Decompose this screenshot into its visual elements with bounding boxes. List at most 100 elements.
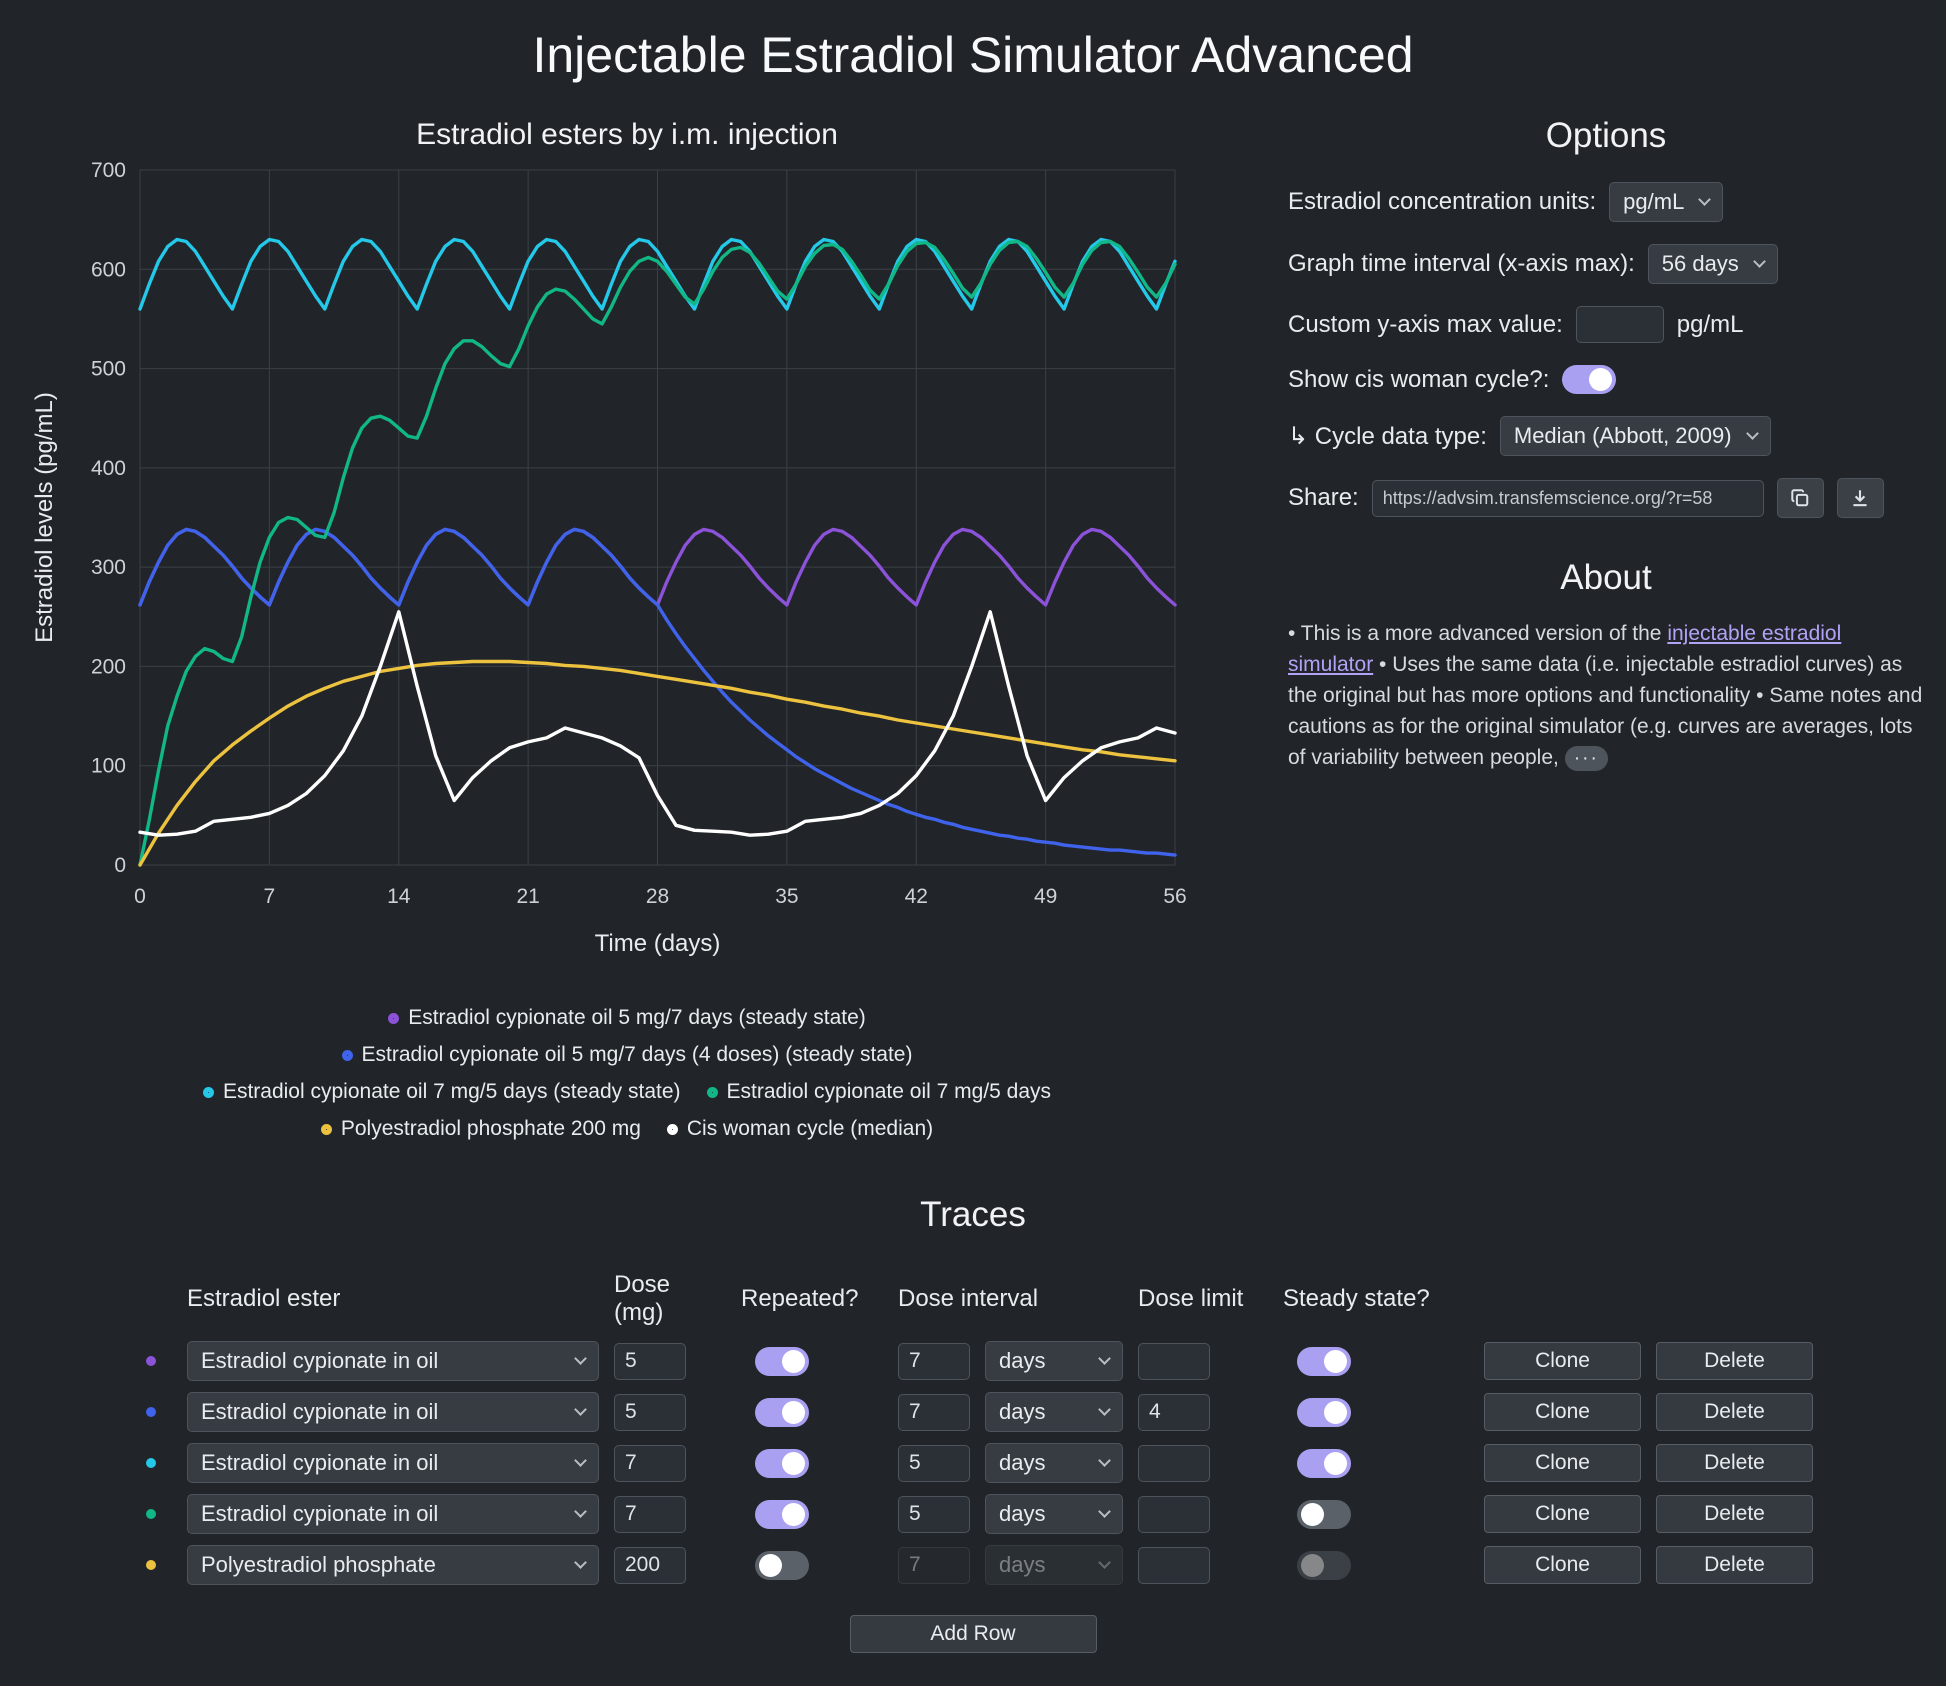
clone-button[interactable]: Clone [1484, 1393, 1641, 1431]
delete-button[interactable]: Delete [1656, 1495, 1813, 1533]
ester-select[interactable]: Estradiol cypionate in oil [187, 1341, 599, 1381]
legend-label: Estradiol cypionate oil 5 mg/7 days (ste… [408, 1006, 866, 1029]
show-cycle-toggle[interactable] [1562, 365, 1617, 394]
interval-unit-select[interactable]: days [985, 1545, 1123, 1585]
about-expand-button[interactable]: ··· [1564, 746, 1608, 772]
dose-interval-input[interactable] [898, 1495, 970, 1533]
add-row-button[interactable]: Add Row [849, 1615, 1097, 1653]
ymax-label: Custom y-axis max value: [1288, 310, 1563, 338]
option-row-cycle-type: ↳ Cycle data type: Median (Abbott, 2009) [1288, 416, 1924, 456]
ymax-input[interactable] [1575, 306, 1664, 343]
steady-state-toggle[interactable] [1297, 1346, 1351, 1376]
interval-unit-select[interactable]: days [985, 1494, 1123, 1534]
dose-limit-input[interactable] [1138, 1393, 1210, 1431]
header-repeated: Repeated? [741, 1285, 859, 1312]
legend-item[interactable]: Estradiol cypionate oil 5 mg/7 days (4 d… [341, 1043, 913, 1067]
interval-unit-value: days [999, 1552, 1046, 1577]
repeated-toggle[interactable] [755, 1550, 809, 1580]
svg-text:100: 100 [91, 755, 126, 778]
traces-rows: Estradiol cypionate in oil days Clone Delet… [130, 1341, 1946, 1585]
legend-marker [202, 1086, 214, 1098]
chevron-down-icon [1098, 1454, 1111, 1467]
time-interval-select[interactable]: 56 days [1647, 244, 1778, 284]
header-dose: Dose (mg) [614, 1271, 671, 1326]
ester-select-value: Polyestradiol phosphate [201, 1552, 436, 1577]
delete-button[interactable]: Delete [1656, 1342, 1813, 1380]
cycle-type-select[interactable]: Median (Abbott, 2009) [1499, 416, 1771, 456]
clone-button[interactable]: Clone [1484, 1495, 1641, 1533]
legend-item[interactable]: Estradiol cypionate oil 7 mg/5 days [706, 1080, 1051, 1104]
units-select[interactable]: pg/mL [1609, 182, 1724, 222]
option-row-ymax: Custom y-axis max value: pg/mL [1288, 306, 1924, 343]
ester-select[interactable]: Estradiol cypionate in oil [187, 1494, 599, 1534]
simulator-link[interactable]: injectable estradiol simulator [1288, 622, 1842, 677]
clone-button[interactable]: Clone [1484, 1444, 1641, 1482]
steady-state-toggle[interactable] [1297, 1550, 1351, 1580]
interval-unit-value: days [999, 1348, 1046, 1373]
traces-table: Estradiol ester Dose (mg) Repeated? Dose… [130, 1271, 1946, 1585]
svg-text:Time (days): Time (days) [595, 930, 721, 957]
interval-unit-select[interactable]: days [985, 1443, 1123, 1483]
delete-button[interactable]: Delete [1656, 1444, 1813, 1482]
dose-input[interactable] [614, 1444, 686, 1482]
steady-state-toggle[interactable] [1297, 1397, 1351, 1427]
toggle-knob [1324, 1451, 1347, 1475]
dose-limit-input[interactable] [1138, 1342, 1210, 1380]
dose-input[interactable] [614, 1342, 686, 1380]
legend-marker [388, 1012, 400, 1024]
legend-item[interactable]: Polyestradiol phosphate 200 mg [320, 1117, 641, 1141]
chart-title: Estradiol esters by i.m. injection [416, 118, 838, 151]
dose-interval-input[interactable] [898, 1546, 970, 1584]
main-content: Estradiol esters by i.m. injection 0 7 14 2… [0, 84, 1946, 1141]
ester-select-value: Estradiol cypionate in oil [201, 1450, 439, 1475]
dose-interval-input[interactable] [898, 1342, 970, 1380]
interval-unit-select[interactable]: days [985, 1341, 1123, 1381]
options-panel: Options Estradiol concentration units: p… [1232, 110, 1936, 773]
chevron-down-icon [1745, 427, 1759, 440]
svg-text:600: 600 [91, 258, 126, 281]
chevron-down-icon [574, 1352, 587, 1365]
ester-select[interactable]: Estradiol cypionate in oil [187, 1392, 599, 1432]
trace-row: Polyestradiol phosphate days Clone Delete [130, 1545, 1946, 1585]
toggle-knob [1301, 1553, 1324, 1577]
dose-limit-input[interactable] [1138, 1495, 1210, 1533]
ester-select-value: Estradiol cypionate in oil [201, 1501, 439, 1526]
delete-button[interactable]: Delete [1656, 1546, 1813, 1584]
steady-state-toggle[interactable] [1297, 1499, 1351, 1529]
dose-limit-input[interactable] [1138, 1546, 1210, 1584]
legend-item[interactable]: Estradiol cypionate oil 7 mg/5 days (ste… [202, 1080, 681, 1104]
copy-share-url-button[interactable] [1776, 478, 1824, 518]
ester-select[interactable]: Polyestradiol phosphate [187, 1545, 599, 1585]
interval-unit-value: days [999, 1450, 1046, 1475]
download-chart-button[interactable] [1836, 478, 1884, 518]
ester-select[interactable]: Estradiol cypionate in oil [187, 1443, 599, 1483]
ymax-units-suffix: pg/mL [1676, 310, 1744, 338]
dose-input[interactable] [614, 1495, 686, 1533]
trace-color-marker [146, 1458, 156, 1468]
repeated-toggle[interactable] [755, 1499, 809, 1529]
legend-label: Cis woman cycle (median) [686, 1117, 934, 1140]
dose-input[interactable] [614, 1546, 686, 1584]
option-row-cycle-toggle: Show cis woman cycle?: [1288, 365, 1924, 394]
dose-interval-input[interactable] [898, 1393, 970, 1431]
legend-item[interactable]: Estradiol cypionate oil 5 mg/7 days (ste… [388, 1006, 866, 1030]
chevron-down-icon [1098, 1505, 1111, 1518]
legend-label: Estradiol cypionate oil 5 mg/7 days (4 d… [361, 1043, 913, 1066]
clone-button[interactable]: Clone [1484, 1546, 1641, 1584]
share-url-input[interactable] [1371, 479, 1764, 517]
dose-limit-input[interactable] [1138, 1444, 1210, 1482]
dose-interval-input[interactable] [898, 1444, 970, 1482]
trace-color-marker [146, 1509, 156, 1519]
clone-button[interactable]: Clone [1484, 1342, 1641, 1380]
steady-state-toggle[interactable] [1297, 1448, 1351, 1478]
repeated-toggle[interactable] [755, 1346, 809, 1376]
delete-button[interactable]: Delete [1656, 1393, 1813, 1431]
repeated-toggle[interactable] [755, 1397, 809, 1427]
chevron-down-icon [574, 1505, 587, 1518]
toggle-knob [782, 1400, 805, 1424]
dose-input[interactable] [614, 1393, 686, 1431]
legend-item[interactable]: Cis woman cycle (median) [666, 1117, 934, 1141]
repeated-toggle[interactable] [755, 1448, 809, 1478]
interval-unit-select[interactable]: days [985, 1392, 1123, 1432]
share-label: Share: [1288, 484, 1359, 511]
